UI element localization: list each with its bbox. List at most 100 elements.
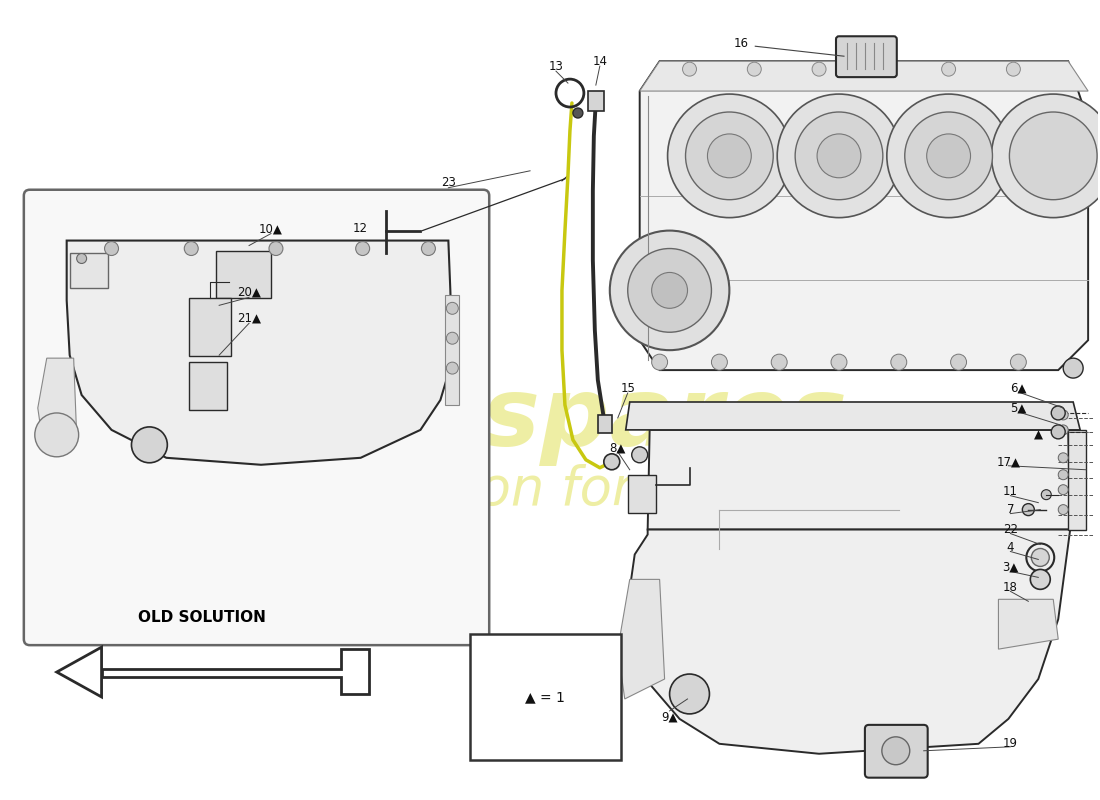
Circle shape [651,273,688,308]
FancyBboxPatch shape [865,725,927,778]
Text: 16: 16 [734,37,749,50]
Circle shape [1058,470,1068,480]
Circle shape [609,230,729,350]
Circle shape [1006,62,1021,76]
Circle shape [1022,504,1034,515]
FancyBboxPatch shape [836,36,896,77]
Circle shape [685,112,773,200]
Circle shape [877,62,891,76]
Circle shape [447,302,459,314]
Circle shape [132,427,167,462]
Circle shape [270,242,283,255]
Circle shape [795,112,883,200]
Circle shape [712,354,727,370]
Text: 21▲: 21▲ [236,312,261,325]
Text: 6▲: 6▲ [1010,382,1026,394]
Text: 23: 23 [441,176,455,190]
Circle shape [185,242,198,255]
Polygon shape [37,358,77,450]
Circle shape [628,249,712,332]
Circle shape [670,674,710,714]
FancyBboxPatch shape [24,190,490,645]
Polygon shape [648,430,1070,530]
Circle shape [447,362,459,374]
Circle shape [771,354,788,370]
Circle shape [942,62,956,76]
Polygon shape [626,402,1080,430]
Circle shape [926,134,970,178]
Circle shape [1058,410,1068,420]
Text: 11: 11 [1003,485,1018,498]
Circle shape [991,94,1100,218]
Text: a passion for parts: a passion for parts [294,464,786,516]
Polygon shape [999,599,1058,649]
Circle shape [1011,354,1026,370]
Text: 7: 7 [1006,503,1014,516]
Polygon shape [57,647,101,697]
Circle shape [707,134,751,178]
Circle shape [1064,358,1084,378]
Text: OLD SOLUTION: OLD SOLUTION [139,610,266,625]
Bar [587,91,604,111]
Circle shape [950,354,967,370]
Text: 14: 14 [592,54,607,68]
Polygon shape [640,61,1088,91]
Text: 8▲: 8▲ [609,442,626,454]
Circle shape [668,94,791,218]
Circle shape [35,413,78,457]
Circle shape [604,454,619,470]
Circle shape [905,112,992,200]
Polygon shape [67,241,452,465]
Text: ▲ = 1: ▲ = 1 [525,690,565,704]
Circle shape [1032,549,1049,566]
Circle shape [747,62,761,76]
Text: 15: 15 [620,382,635,394]
Polygon shape [101,649,368,694]
Circle shape [631,447,648,462]
Circle shape [882,737,910,765]
Text: 10▲: 10▲ [258,222,283,235]
Circle shape [1052,406,1065,420]
Circle shape [651,354,668,370]
Circle shape [1058,425,1068,435]
Circle shape [682,62,696,76]
Text: 20▲: 20▲ [238,286,261,299]
Text: 19: 19 [1003,738,1018,750]
Text: 17▲: 17▲ [997,455,1021,468]
Circle shape [887,94,1011,218]
Text: 3▲: 3▲ [1002,561,1019,574]
Circle shape [421,242,436,255]
Circle shape [355,242,370,255]
Text: 13: 13 [549,60,563,73]
Circle shape [447,332,459,344]
Bar [597,415,612,433]
Bar [189,298,231,356]
Bar [628,474,656,513]
Circle shape [817,134,861,178]
Circle shape [573,108,583,118]
Text: eurospares: eurospares [232,374,848,466]
Bar [446,295,460,405]
Circle shape [1058,485,1068,494]
Text: 12: 12 [353,222,369,235]
Text: 9▲: 9▲ [661,710,678,723]
Text: 18: 18 [1003,581,1018,594]
Polygon shape [629,530,1070,754]
Bar [217,250,271,298]
Circle shape [812,62,826,76]
Polygon shape [640,61,1088,370]
Circle shape [1010,112,1097,200]
Text: 22: 22 [1003,523,1018,536]
Circle shape [104,242,119,255]
Bar [189,362,227,410]
Text: 4: 4 [1006,541,1014,554]
Bar [1068,430,1086,530]
Circle shape [1042,490,1052,500]
Circle shape [1058,505,1068,514]
Circle shape [830,354,847,370]
Circle shape [1058,453,1068,462]
Circle shape [778,94,901,218]
Circle shape [1052,425,1065,439]
Polygon shape [618,579,664,699]
Text: ▲: ▲ [1034,428,1043,442]
